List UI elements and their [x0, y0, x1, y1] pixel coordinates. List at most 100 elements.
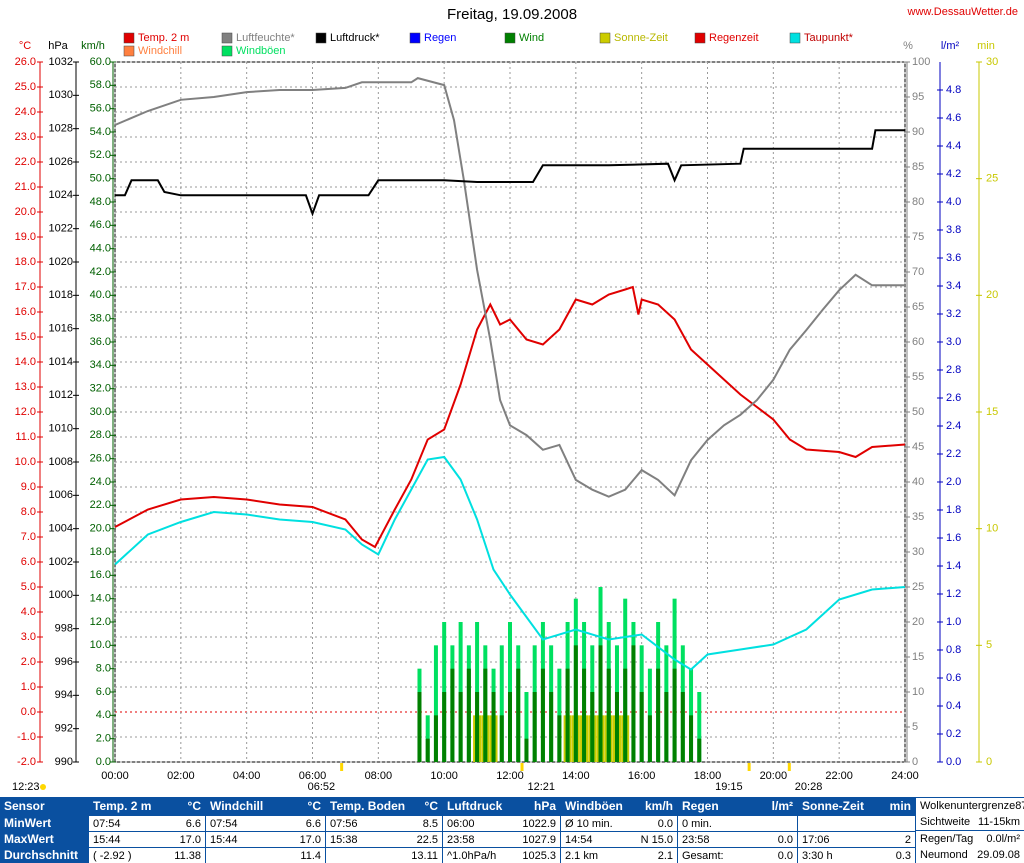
marker-label: 19:15 [715, 781, 743, 793]
y-tick-label: 3.6 [946, 252, 961, 264]
y-tick-label: 2.8 [946, 364, 961, 376]
bar [590, 692, 595, 762]
bar [549, 692, 554, 762]
legend-label: Taupunkt* [804, 32, 854, 44]
y-tick-label: 10 [986, 523, 998, 535]
table-cell-text: 3:30 h [802, 849, 833, 862]
table-cell-text: 07:54 [93, 817, 121, 830]
y-tick-label: 1000 [49, 589, 73, 601]
y-tick-label: 15 [912, 651, 924, 663]
y-tick-label: 85 [912, 161, 924, 173]
table-cell-text: 0 min. [682, 817, 712, 830]
table-cell: 23:58 0.0 [678, 832, 797, 847]
bar [442, 692, 447, 762]
column-header-text: Temp. 2 m [93, 799, 152, 813]
y-tick-label: 14.0 [90, 593, 111, 605]
info-cell-text: 29.09.08 [977, 849, 1020, 861]
table-cell: ^1.0hPa/h 1025.3 [443, 848, 560, 863]
y-tick-label: 0.2 [946, 728, 961, 740]
y-tick-label: 56.0 [90, 103, 111, 115]
y-tick-label: 5 [912, 721, 918, 733]
y-tick-label: 4.0 [21, 606, 36, 618]
y-tick-label: 1032 [49, 56, 73, 68]
axis-unit: km/h [81, 40, 105, 52]
marker-label: 12:21 [528, 781, 556, 793]
y-tick-label: 44.0 [90, 243, 111, 255]
y-tick-label: 60 [912, 336, 924, 348]
legend-swatch [221, 45, 233, 57]
table-cell-text: ( -2.92 ) [93, 849, 132, 862]
table-cell-text: N 15.0 [640, 833, 673, 846]
y-tick-label: 25 [986, 173, 998, 185]
info-cell: Neumond 29.09.08 [916, 847, 1024, 863]
table-cell-text: 11.4 [300, 849, 321, 862]
y-tick-label: 18.0 [90, 546, 111, 558]
y-tick-label: 21.0 [15, 181, 36, 193]
y-tick-label: 2.4 [946, 420, 961, 432]
column-header: Windböen km/h [561, 797, 677, 815]
y-tick-label: 28.0 [90, 429, 111, 441]
y-tick-label: 1028 [49, 123, 73, 135]
legend-label: Wind [519, 32, 544, 44]
x-tick-label: 14:00 [562, 770, 590, 782]
bar [614, 692, 619, 762]
chart-title: Freitag, 19.09.2008 [447, 6, 577, 23]
axis-unit: °C [19, 40, 31, 52]
y-tick-label: 18.0 [15, 256, 36, 268]
bar [623, 668, 628, 762]
bar [516, 668, 521, 762]
column-header-text: Sonne-Zeit [802, 799, 864, 813]
legend-label: Regenzeit [709, 32, 759, 44]
y-tick-label: 38.0 [90, 313, 111, 325]
legend-label: Temp. 2 m [138, 32, 189, 44]
y-tick-label: 11.0 [15, 431, 36, 443]
table-cell-text: 15:44 [210, 833, 238, 846]
y-tick-label: 0 [912, 756, 918, 768]
y-tick-label: 0.4 [946, 700, 961, 712]
bar [508, 692, 512, 762]
marker-label: 20:28 [795, 781, 823, 793]
y-tick-label: 16.0 [15, 306, 36, 318]
table-cell-text: 23:58 [682, 833, 710, 846]
bar [499, 645, 504, 762]
table-header: Sensor [0, 797, 88, 815]
y-tick-label: 1004 [49, 523, 73, 535]
bar [532, 692, 537, 762]
y-tick-label: 50.0 [90, 173, 111, 185]
table-cell: 15:44 17.0 [89, 832, 205, 847]
legend-label: Regen [424, 32, 456, 44]
y-tick-label: 1.2 [946, 588, 961, 600]
table-cell: ( -2.92 ) 11.38 [89, 848, 205, 863]
column-header: Regen l/m² [678, 797, 797, 815]
y-tick-label: 1012 [49, 389, 73, 401]
y-tick-label: 20.0 [15, 206, 36, 218]
y-tick-label: 992 [55, 723, 73, 735]
time-marker [787, 763, 791, 771]
y-tick-label: 3.4 [946, 280, 961, 292]
y-tick-label: 5 [986, 639, 992, 651]
series-line [114, 285, 906, 549]
y-tick-label: 24.0 [90, 476, 111, 488]
y-tick-label: 32.0 [90, 383, 111, 395]
y-tick-label: 26.0 [15, 56, 36, 68]
x-tick-label: 08:00 [365, 770, 393, 782]
y-tick-label: 25.0 [15, 81, 36, 93]
info-cell: Wolkenuntergrenze870m [916, 797, 1024, 814]
table-cell-text: 07:56 [330, 817, 358, 830]
y-tick-label: 4.2 [946, 168, 961, 180]
y-tick-label: 1010 [49, 423, 73, 435]
bar [573, 645, 578, 762]
legend-label: Windböen [236, 45, 286, 57]
y-tick-label: 0.0 [96, 756, 111, 768]
row-label: MinWert [0, 815, 88, 831]
table-cell: Gesamt: 0.0 [678, 848, 797, 863]
table-cell-text: 2.1 [657, 849, 673, 862]
table-cell: 2.1 km 2.1 [561, 848, 677, 863]
y-tick-label: 42.0 [90, 266, 111, 278]
x-tick-label: 06:00 [299, 770, 327, 782]
x-tick-label: 04:00 [233, 770, 261, 782]
column-header-text: Windchill [210, 799, 264, 813]
bar [450, 668, 455, 762]
time-marker [747, 763, 751, 771]
info-cell-text: Sichtweite [920, 816, 971, 828]
